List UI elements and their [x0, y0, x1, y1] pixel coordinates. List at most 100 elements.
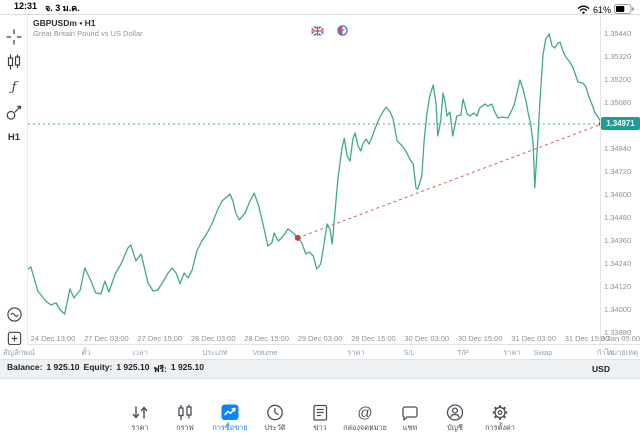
history-icon	[265, 402, 285, 422]
trendline[interactable]	[297, 123, 603, 239]
time-axis-tick: 29 Dec 03:00	[297, 334, 343, 343]
time-axis-tick: 28 Dec 03:00	[190, 334, 236, 343]
equity-value: 1 925.10	[116, 362, 150, 372]
price-axis-tick: 1.35200	[604, 75, 632, 84]
charts-icon	[175, 402, 195, 422]
nav-item-label: กล่องจดหมาย	[343, 423, 387, 432]
table-column-header: T/P	[457, 348, 469, 357]
time-axis-tick: 31 Dec 03:00	[511, 334, 556, 343]
battery-icon	[614, 1, 634, 19]
symbol-description: Great Britain Pound vs US Dollar	[33, 28, 143, 38]
free-margin-value: 1 925.10	[170, 362, 204, 372]
nav-item-news[interactable]: ข่าว	[302, 402, 338, 432]
time-axis-tick: 3 Jan 05:00	[600, 334, 640, 343]
indicators-icon[interactable]: ƒ	[11, 79, 17, 95]
nav-item-label: ประวัติ	[264, 423, 286, 432]
nav-item-label: ราคา	[131, 423, 149, 432]
nav-item-charts[interactable]: กราฟ	[167, 402, 203, 432]
price-axis-tick: 1.34240	[604, 259, 632, 268]
price-axis-line	[600, 15, 601, 346]
price-axis-tick: 1.33880	[604, 328, 632, 337]
current-price-tag: 1.34971	[601, 117, 640, 131]
table-column-header: หมายเหตุ	[607, 348, 638, 357]
price-axis-tick: 1.35440	[604, 29, 632, 38]
nav-item-quotes[interactable]: ราคา	[122, 402, 158, 432]
wifi-icon	[577, 1, 590, 19]
chart-area[interactable]: ƒ H1	[0, 14, 640, 346]
table-column-header: Swap	[533, 348, 553, 357]
table-column-header: สัญลักษณ์	[3, 348, 36, 357]
add-object-icon[interactable]	[0, 328, 28, 348]
nav-item-label: ข่าว	[313, 423, 327, 432]
news-icon	[310, 402, 330, 422]
price-axis-tick: 1.34480	[604, 213, 632, 222]
account-bar: Balance: 1 925.10 Equity: 1 925.10 ฟรี: …	[0, 359, 640, 379]
chart-type-candles-icon[interactable]	[0, 52, 28, 72]
clock-time: 12:31	[14, 1, 38, 11]
nav-item-label: บัญชี	[447, 423, 463, 432]
price-line-series[interactable]	[27, 33, 603, 315]
quick-trade-icon[interactable]	[0, 304, 28, 324]
time-axis-tick: 30 Dec 03:00	[404, 334, 450, 343]
table-column-header: ตั๋ว	[81, 348, 91, 357]
balance-label: Balance:	[7, 362, 43, 372]
table-column-header: S/L	[403, 348, 415, 357]
time-axis-tick: 24 Dec 13:00	[30, 334, 76, 343]
price-axis-tick: 1.34720	[604, 167, 632, 176]
table-column-header: Volume	[252, 348, 278, 357]
price-axis-tick: 1.34600	[604, 190, 632, 199]
accounts-icon	[445, 402, 465, 422]
trendline-start-handle[interactable]	[294, 234, 301, 241]
price-axis-tick: 1.35080	[604, 98, 632, 107]
balance-value: 1 925.10	[46, 362, 80, 372]
trade-icon	[220, 402, 240, 422]
chart-header[interactable]: GBPUSDm • H1 Great Britain Pound vs US D…	[33, 18, 143, 38]
account-currency: USD	[592, 364, 610, 374]
timeframe-button[interactable]: H1	[7, 131, 21, 143]
session-clock-icon[interactable]	[337, 23, 348, 41]
chat-icon	[400, 402, 420, 422]
table-column-header: กำไร	[596, 348, 614, 357]
time-axis-tick: 27 Dec 15:00	[137, 334, 183, 343]
pair-flags-icon[interactable]	[311, 23, 324, 41]
nav-item-mailbox[interactable]: @ กล่องจดหมาย	[343, 402, 387, 432]
equity-label: Equity:	[83, 362, 113, 372]
status-bar: 12:31 จ. 3 ม.ค. 61%	[0, 0, 640, 15]
nav-item-label: แชท	[402, 423, 418, 432]
table-column-header: ราคา	[503, 348, 521, 357]
chart-toolbar: ƒ H1	[0, 15, 28, 346]
bottom-nav: ราคา กราฟ การซื้อขาย ประวัติ ข่าว @ กล่องจดหมา…	[0, 398, 640, 447]
time-axis-tick: 31 Dec 15:00	[564, 334, 610, 343]
time-axis-tick: 30 Dec 15:00	[457, 334, 503, 343]
time-axis-tick: 27 Dec 03:00	[84, 334, 129, 343]
table-column-header: ราคา	[347, 348, 365, 357]
price-chart-canvas[interactable]	[0, 15, 640, 346]
crosshair-icon[interactable]	[0, 27, 28, 47]
nav-item-chat[interactable]: แชท	[392, 402, 428, 432]
price-axis-tick: 1.34840	[604, 144, 632, 153]
free-margin-label: ฟรี:	[153, 364, 167, 374]
symbol-title: GBPUSDm • H1	[33, 18, 96, 28]
nav-item-label: การซื้อขาย	[212, 423, 248, 432]
nav-item-label: การตั้งค่า	[485, 423, 515, 432]
price-axis-tick: 1.35320	[604, 52, 632, 61]
quotes-icon	[130, 402, 150, 422]
objects-icon[interactable]	[0, 102, 28, 122]
price-axis-tick: 1.34360	[604, 236, 632, 245]
svg-text:@: @	[357, 404, 372, 421]
nav-item-accounts[interactable]: บัญชี	[437, 402, 473, 432]
table-column-header: เวลา	[132, 348, 148, 357]
nav-item-trade[interactable]: การซื้อขาย	[212, 402, 248, 432]
time-axis-tick: 29 Dec 15:00	[351, 334, 396, 343]
status-date: จ. 3 ม.ค.	[45, 3, 80, 13]
nav-item-settings[interactable]: การตั้งค่า	[482, 402, 518, 432]
price-axis-tick: 1.34120	[604, 282, 632, 291]
nav-item-history[interactable]: ประวัติ	[257, 402, 293, 432]
mailbox-icon: @	[355, 402, 375, 422]
settings-icon	[490, 402, 510, 422]
positions-table-header: สัญลักษณ์ ตั๋ว เวลา ประเภท Volume ราคา S/L T/P ร…	[0, 345, 640, 359]
nav-item-label: กราฟ	[176, 423, 194, 432]
table-column-header: ประเภท	[202, 348, 228, 357]
time-axis-tick: 28 Dec 15:00	[244, 334, 289, 343]
